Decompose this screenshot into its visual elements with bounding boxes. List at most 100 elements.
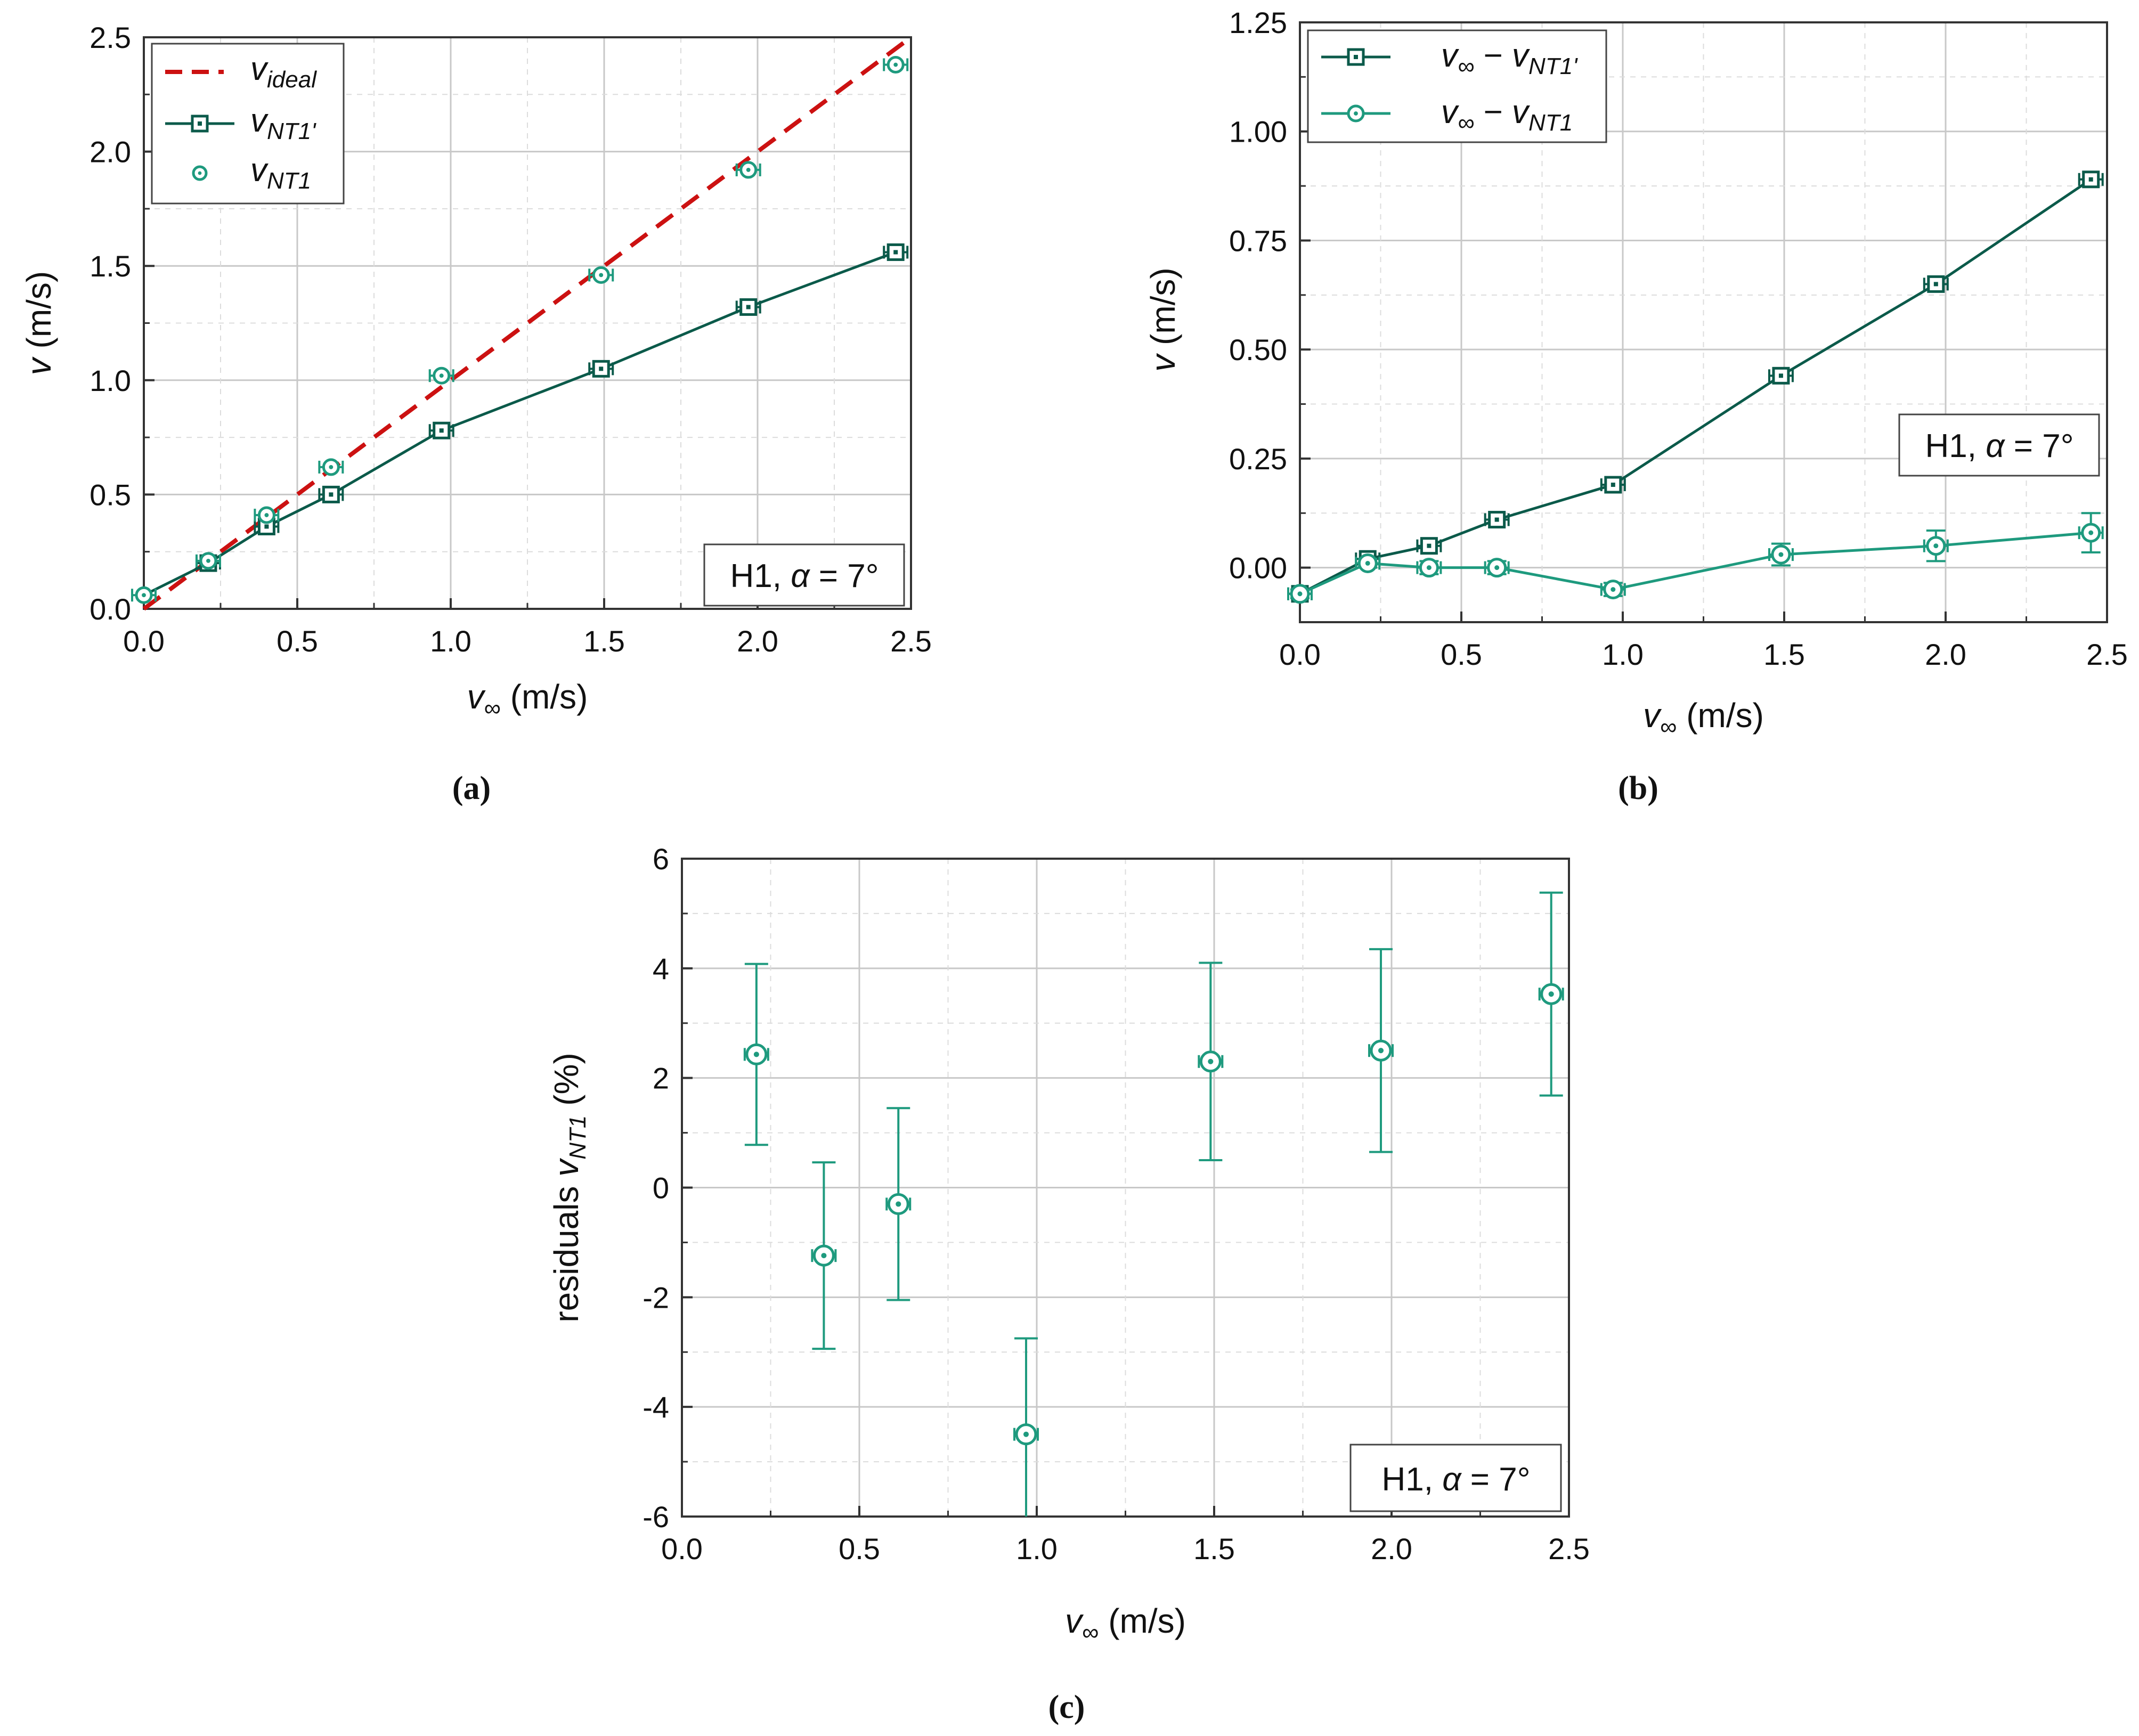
x-tick-label: 2.5 [890,624,932,658]
panel-c: 0.0 0.5 1.0 1.5 2.0 2.5 -6 -4 -2 0 2 4 6 v∞ (m/s) resi… [547,842,1590,1725]
y-tick-label: 0.50 [1229,333,1287,366]
y-tick-label: -4 [642,1390,669,1424]
y-axis-title: v (m/s) [1144,267,1182,372]
y-tick-label: 2.5 [90,21,131,54]
caption-c: (c) [1048,1689,1085,1725]
diff-nt1-point-dot [1365,560,1370,566]
nt1-point-dot [264,513,269,517]
y-tick-label: 0.0 [90,592,131,626]
legend-nt1-marker-dot [198,171,202,175]
residual-point-dot [753,1052,759,1057]
series-nt1prime-line [143,251,897,597]
diff-nt1-point-dot [1778,552,1784,557]
legend-label-ideal: videal [250,51,317,93]
diff-nt1prime-point [1420,537,1438,555]
diff-nt1-point-dot [1494,565,1500,570]
x-tick-label: 1.0 [430,624,471,658]
legend: videal vNT1' vNT1 [151,43,345,205]
x-axis-title: v∞ (m/s) [467,678,588,721]
y-tick-label: 1.00 [1229,115,1287,149]
annotation-box [703,543,905,607]
diff-nt1-point-dot [2088,530,2094,535]
y-tick-label: -6 [642,1500,669,1534]
x-tick-label: 0.0 [1279,638,1321,671]
annotation-box [1898,413,2100,477]
x-tick-label: 0.5 [276,624,318,658]
diff-nt1-point-dot [1297,591,1303,597]
panel-b: 0.0 0.5 1.0 1.5 2.0 2.5 0.00 0.25 0.50 0.75 1.00 1.… [1144,6,2128,806]
nt1prime-point-dot [264,524,269,529]
nt1prime-point-dot [893,250,898,255]
x-tick-label: 0.0 [123,624,165,658]
annotation-label: H1, α = 7° [730,558,879,594]
x-tick-label: 0.5 [1441,638,1482,671]
y-axis-title: v (m/s) [20,271,58,376]
diff-nt1prime-point [1927,275,1945,293]
y-tick-label: 0.00 [1229,551,1287,585]
y-tick-label: 1.5 [90,249,131,283]
x-tick-label: 0.5 [839,1532,880,1566]
x-tick-label: 2.5 [1548,1532,1590,1566]
y-tick-label: 4 [653,952,669,985]
diff-nt1prime-point-dot [1778,373,1783,378]
x-axis-title: v∞ (m/s) [1643,696,1764,740]
y-tick-label: 1.25 [1229,6,1287,39]
legend-label-nt1prime: v∞ − vNT1' [1441,37,1578,79]
x-tick-label: 2.0 [1371,1532,1412,1566]
annotation-label: H1, α = 7° [1925,428,2073,464]
y-tick-label: 0.5 [90,478,131,511]
x-tick-label: 1.0 [1602,638,1644,671]
caption-b: (b) [1618,770,1658,806]
diff-nt1-point-dot [1426,565,1432,570]
diff-nt1prime-point [1604,476,1622,494]
residual-point-dot [1023,1431,1029,1437]
diff-nt1prime-point-dot [1933,282,1938,287]
residual-point-dot [1208,1058,1214,1064]
y-tick-label: 0 [653,1171,669,1205]
nt1-point-dot [599,273,604,278]
nt1-point-dot [329,464,334,469]
x-tick-label: 2.5 [2086,638,2128,671]
nt1prime-point-dot [329,492,334,497]
x-axis-title: v∞ (m/s) [1065,1602,1186,1645]
residual-point-dot [896,1201,901,1207]
diff-nt1-point-dot [1933,543,1939,549]
y-tick-label: 6 [653,842,669,876]
residual-point-dot [1378,1048,1384,1054]
y-tick-label: 0.25 [1229,442,1287,476]
legend-nt1prime-marker-dot [198,121,202,126]
x-tick-label: 0.0 [661,1532,703,1566]
y-tick-label: 0.75 [1229,224,1287,257]
x-tick-label: 1.0 [1016,1532,1058,1566]
x-tick-label: 1.5 [583,624,625,658]
nt1-point-dot [206,558,210,563]
residual-point-dot [1548,991,1554,997]
legend-label-nt1: vNT1 [250,152,311,194]
annotation-label: H1, α = 7° [1381,1461,1530,1498]
residual-point-dot [821,1253,827,1259]
y-axis-title: residuals vNT1 (%) [547,1053,591,1322]
caption-a: (a) [452,770,491,806]
y-tick-label: 2.0 [90,135,131,169]
diff-nt1prime-point-dot [1427,543,1432,548]
x-tick-label: 2.0 [1925,638,1966,671]
y-tick-label: 1.0 [90,364,131,397]
diff-nt1-point-dot [1611,587,1616,592]
nt1-point-dot [893,62,898,67]
x-tick-label: 1.5 [1193,1532,1235,1566]
diff-nt1prime-point-dot [2088,177,2093,182]
y-tick-label: 2 [653,1062,669,1095]
x-tick-label: 2.0 [737,624,778,658]
nt1prime-point [886,243,905,261]
y-tick-label: -2 [642,1281,669,1314]
nt1prime-point-dot [599,366,604,371]
x-tick-label: 1.5 [1763,638,1805,671]
nt1prime-point-dot [746,305,751,309]
legend: v∞ − vNT1' v∞ − vNT1 [1307,29,1607,143]
nt1prime-point-dot [439,428,444,433]
diff-nt1prime-point-dot [1611,483,1615,487]
nt1-point-dot [142,593,146,598]
series-diff-nt1-line [1299,531,2091,596]
legend-nt1prime-marker-dot [1354,55,1358,59]
